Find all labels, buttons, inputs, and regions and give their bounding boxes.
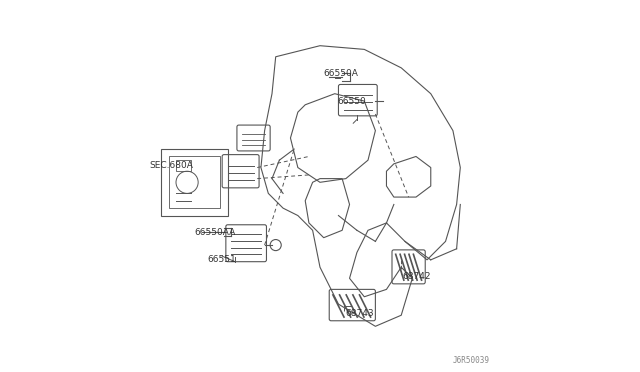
Text: 68743: 68743 (345, 309, 374, 318)
Text: 66551: 66551 (207, 255, 236, 264)
Text: 66550: 66550 (338, 97, 367, 106)
Text: 66550A: 66550A (324, 69, 358, 78)
Text: J6R50039: J6R50039 (453, 356, 490, 365)
Text: SEC.680A: SEC.680A (149, 161, 193, 170)
Text: 66550AA: 66550AA (195, 228, 236, 237)
Text: 68742: 68742 (402, 272, 431, 281)
